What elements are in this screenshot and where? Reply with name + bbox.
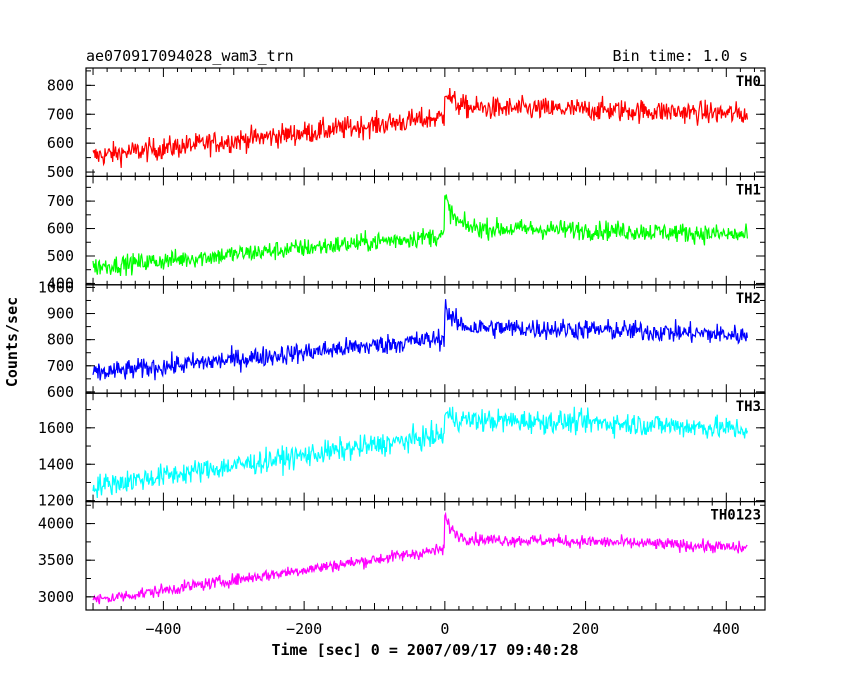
series-line-th1	[92, 194, 748, 276]
y-tick-label: 900	[47, 305, 74, 323]
x-tick-label: 200	[572, 620, 599, 638]
y-tick-label: 800	[47, 76, 74, 94]
x-axis-title: Time [sec] 0 = 2007/09/17 09:40:28	[271, 641, 578, 659]
y-tick-label: 3000	[38, 588, 74, 606]
panel-th3: 1200 1400 1600 TH3	[38, 392, 766, 510]
y-tick-label: 4000	[38, 515, 74, 533]
y-tick-label: 400	[47, 274, 74, 292]
y-tick-label: 500	[47, 247, 74, 265]
x-tick-label: −400	[145, 620, 181, 638]
panel-th0123: 3000 3500 4000 TH0123	[38, 501, 766, 611]
x-tick-label: 400	[713, 620, 740, 638]
y-axis-title: Counts/sec	[3, 297, 21, 387]
panel-label: TH1	[736, 182, 761, 198]
y-tick-label: 1600	[38, 419, 74, 437]
y-tick-label: 700	[47, 192, 74, 210]
chart-title: ae070917094028_wam3_trn	[86, 47, 294, 65]
series-line-th0	[92, 87, 748, 168]
panel-label: TH2	[736, 291, 761, 307]
y-tick-label: 1000	[38, 278, 74, 296]
x-tick-label: 0	[440, 620, 449, 638]
panel-label: TH0123	[710, 508, 761, 524]
series-line-th2	[92, 299, 748, 381]
series-line-th3	[92, 406, 748, 499]
bin-time-label: Bin time: 1.0 s	[613, 47, 748, 65]
panel-th2: 600 700 800 900 1000 TH2	[38, 278, 766, 401]
y-tick-label: 1400	[38, 455, 74, 473]
panel-th0: 500 600 700 800 TH0	[47, 67, 766, 181]
panel-frame	[85, 392, 766, 503]
x-tick-label: −200	[286, 620, 322, 638]
y-tick-label: 1200	[38, 492, 74, 510]
y-tick-label: 600	[47, 134, 74, 152]
y-tick-label: 700	[47, 357, 74, 375]
y-tick-label: 3500	[38, 551, 74, 569]
y-tick-label: 800	[47, 331, 74, 349]
y-tick-label: 500	[47, 163, 74, 181]
panel-th1: 400 500 600 700 TH1	[47, 175, 766, 292]
panel-label: TH3	[736, 399, 761, 415]
panel-frame	[85, 501, 766, 611]
y-tick-label: 600	[47, 383, 74, 401]
series-line-th0123	[92, 511, 748, 605]
y-tick-label: 700	[47, 105, 74, 123]
x-axis-group: −400 −200 0 200 400	[145, 620, 740, 638]
y-tick-label: 600	[47, 220, 74, 238]
panel-label: TH0	[736, 74, 761, 90]
panels-group: 500 600 700 800 TH0 400 500 600 700 TH1 600 700 800 9…	[38, 67, 766, 611]
